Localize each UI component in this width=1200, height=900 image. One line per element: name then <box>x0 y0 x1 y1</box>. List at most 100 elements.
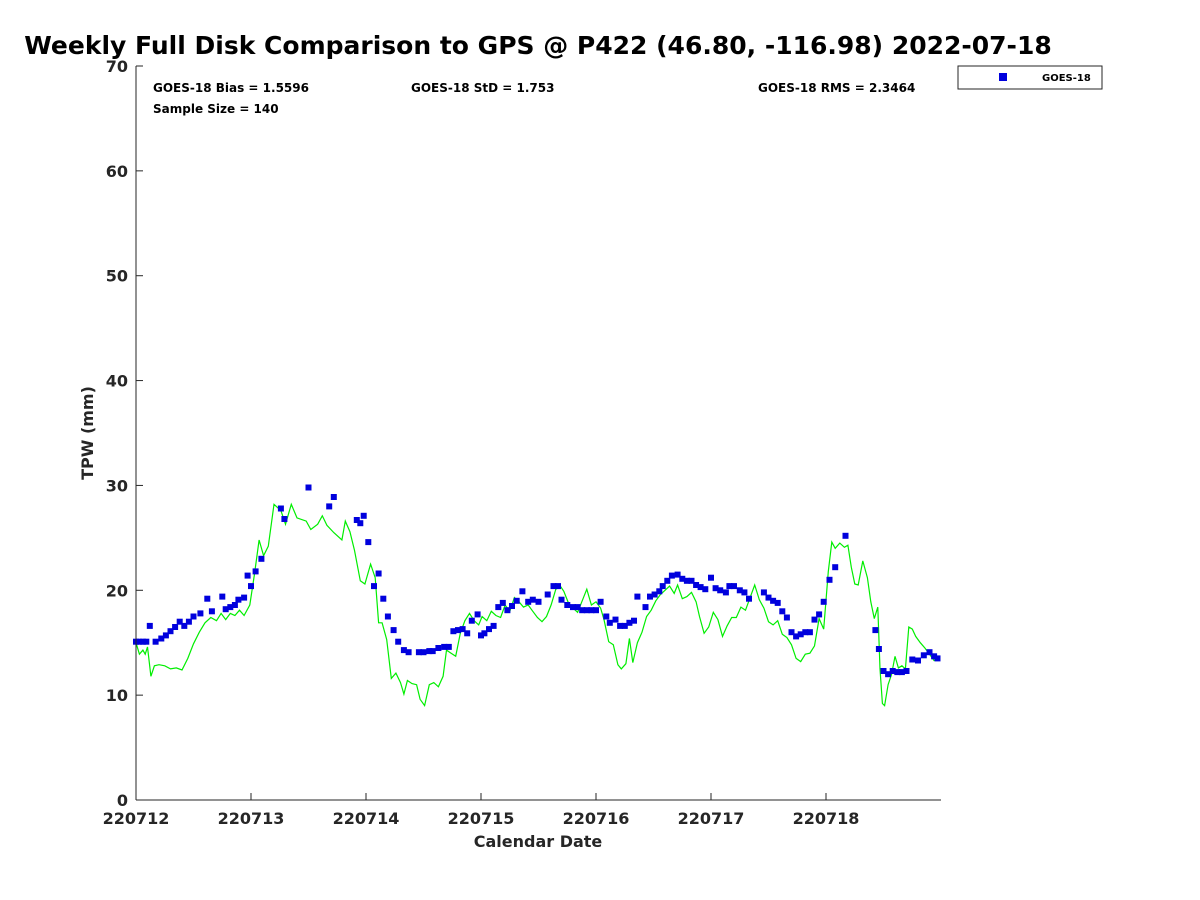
goes-point <box>529 596 536 603</box>
goes-point <box>634 593 641 600</box>
goes-point <box>726 583 733 590</box>
goes-point <box>426 648 433 655</box>
goes-point <box>222 606 229 613</box>
goes-point <box>231 602 238 608</box>
goes-point <box>741 589 748 596</box>
y-axis-ticks: 0 10 20 30 40 50 60 70 <box>106 57 143 810</box>
goes-point <box>875 646 882 652</box>
x-tick-label: 220716 <box>563 809 630 828</box>
goes-point <box>146 622 153 629</box>
goes-point <box>384 613 391 620</box>
y-axis-label: TPW (mm) <box>78 386 97 480</box>
goes-point <box>668 572 675 579</box>
goes-point <box>880 668 887 674</box>
goes-point <box>626 619 633 626</box>
goes-point <box>683 577 690 584</box>
goes-point <box>889 668 896 674</box>
x-tick-label: 220715 <box>448 809 515 828</box>
goes-point <box>136 638 143 645</box>
goes-point <box>455 627 461 634</box>
stat-bias: GOES-18 Bias = 1.5596 <box>153 81 309 95</box>
goes-point <box>736 587 743 594</box>
goes-point <box>832 564 839 571</box>
goes-point <box>429 648 436 655</box>
x-tick-label: 220712 <box>103 809 170 828</box>
goes-point <box>139 638 146 645</box>
goes-point <box>915 657 921 664</box>
goes-point <box>593 607 599 614</box>
goes-point <box>826 576 833 583</box>
goes-point <box>802 629 809 636</box>
y-tick-label: 70 <box>106 57 128 76</box>
goes-point <box>679 575 686 582</box>
goes-point <box>504 607 511 614</box>
goes-point <box>486 626 492 633</box>
goes-point <box>920 652 927 659</box>
goes-point <box>550 583 557 590</box>
goes-point <box>770 597 777 604</box>
goes-point <box>712 585 719 592</box>
goes-point <box>490 622 497 629</box>
goes-point <box>450 628 457 635</box>
goes-point <box>499 599 506 606</box>
goes-point <box>746 595 752 602</box>
goes-point <box>783 614 790 621</box>
x-tick-label: 220718 <box>793 809 860 828</box>
goes-point <box>606 619 613 626</box>
y-tick-label: 40 <box>106 372 128 391</box>
goes-point <box>519 588 526 595</box>
goes-point <box>779 608 786 615</box>
goes-point <box>167 628 174 635</box>
goes-point <box>464 630 471 637</box>
stat-std: GOES-18 StD = 1.753 <box>411 81 554 95</box>
goes-point <box>693 582 700 588</box>
goes-point <box>631 617 637 624</box>
goes-point <box>797 631 804 638</box>
x-tick-label: 220714 <box>333 809 400 828</box>
goes-point <box>353 517 360 523</box>
goes-point <box>445 643 452 650</box>
goes-point <box>459 626 466 633</box>
goes-point <box>642 604 649 611</box>
goes-point <box>204 595 211 602</box>
goes-point <box>621 622 628 629</box>
y-tick-label: 50 <box>106 267 128 286</box>
y-tick-label: 20 <box>106 581 128 600</box>
goes-point <box>258 555 265 562</box>
goes-point <box>400 647 407 654</box>
goes-point <box>702 586 709 593</box>
goes-point <box>664 577 671 584</box>
goes-point <box>558 596 565 603</box>
goes-point <box>555 583 561 590</box>
goes-point <box>474 611 481 618</box>
goes-point <box>495 604 502 611</box>
goes-point <box>535 598 542 605</box>
legend-marker <box>999 73 1007 81</box>
goes-point <box>330 494 337 500</box>
goes-point <box>722 589 729 596</box>
goes-point <box>603 613 610 620</box>
goes-point <box>765 594 772 601</box>
goes-point <box>208 608 215 615</box>
goes-point <box>717 587 724 594</box>
goes-point <box>894 669 901 676</box>
goes-point <box>760 589 767 596</box>
chart-title: Weekly Full Disk Comparison to GPS @ P42… <box>24 31 1051 60</box>
goes-point <box>227 604 234 611</box>
goes-point <box>588 607 595 614</box>
goes-point <box>579 607 586 614</box>
goes-point <box>371 583 377 590</box>
goes-point <box>244 572 251 579</box>
goes-point <box>656 588 663 595</box>
goes-point <box>597 598 604 605</box>
goes-point <box>811 616 818 623</box>
goes-point <box>420 649 427 656</box>
goes-point <box>525 598 532 605</box>
goes-point <box>816 611 823 618</box>
legend-box <box>957 65 1103 90</box>
goes-point <box>248 583 254 590</box>
x-axis-ticks: 220712 220713 220714 220715 220716 220717 2207… <box>103 793 860 828</box>
goes-point <box>252 568 259 575</box>
goes-point <box>405 649 412 656</box>
